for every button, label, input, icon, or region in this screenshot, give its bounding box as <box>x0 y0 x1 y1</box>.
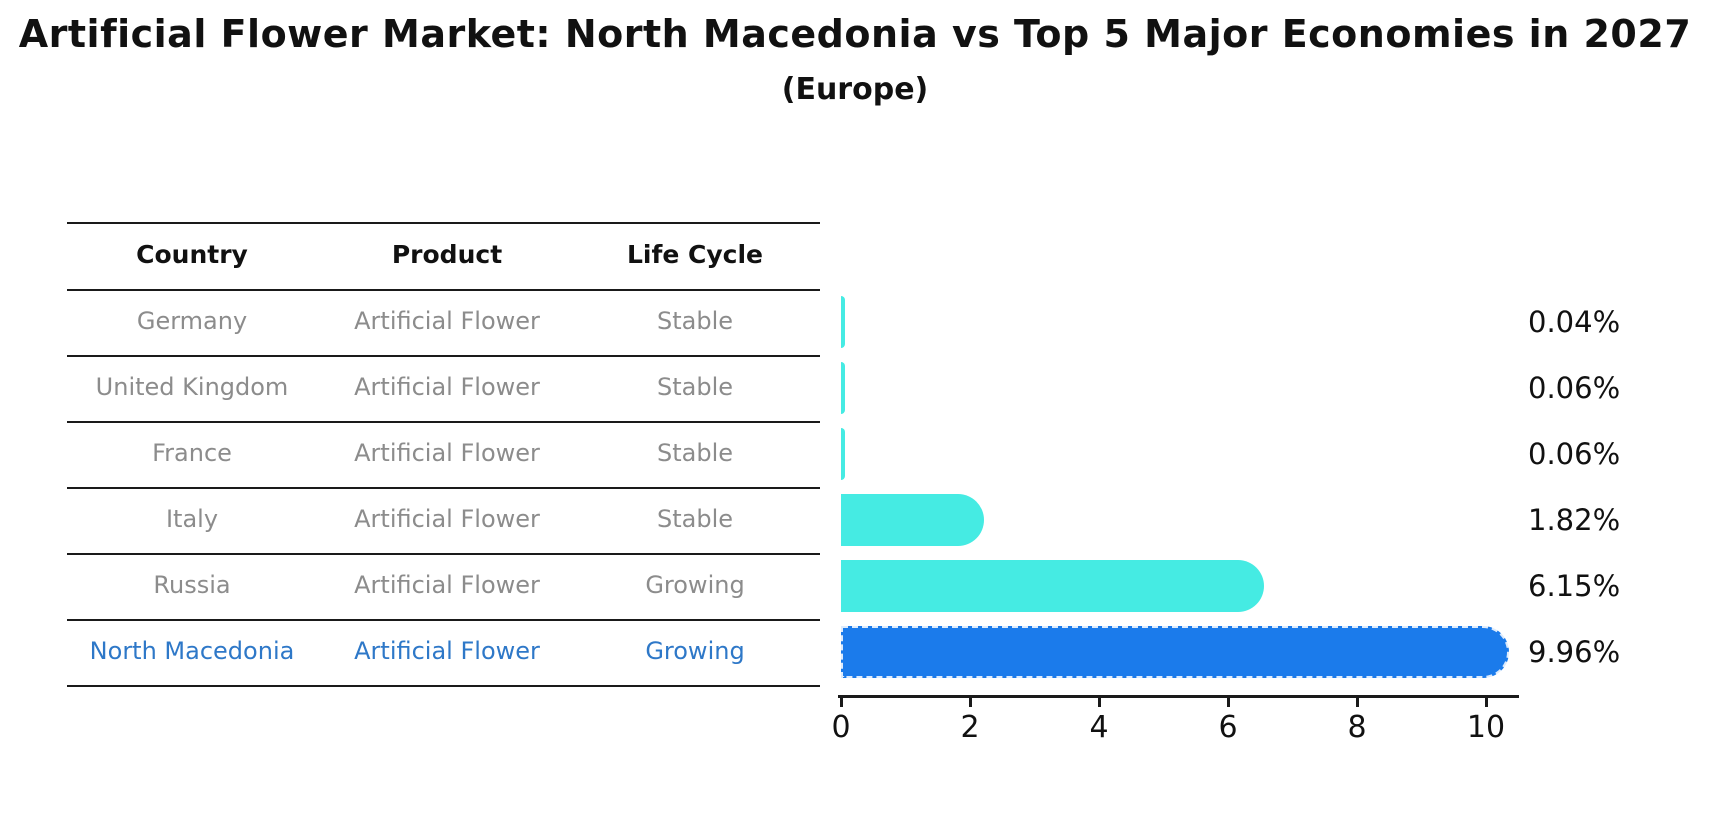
chart-subtitle: (Europe) <box>781 72 929 107</box>
life-cycle-cell: Stable <box>656 307 734 335</box>
bar-value-label: 1.82% <box>1528 503 1621 537</box>
x-axis-tick-label: 0 <box>831 710 851 745</box>
table-row-rule <box>67 685 820 687</box>
table-header-rule <box>67 289 820 291</box>
table-row-rule <box>67 619 820 621</box>
life-cycle-cell: Stable <box>656 505 734 533</box>
column-header-life-cycle: Life Cycle <box>626 240 764 269</box>
bar-russia <box>841 560 1264 612</box>
x-axis-tick-label: 6 <box>1218 710 1238 745</box>
country-cell: France <box>152 439 232 467</box>
life-cycle-cell: Stable <box>656 373 734 401</box>
table-top-rule <box>67 222 820 224</box>
product-cell: Artificial Flower <box>354 307 540 335</box>
country-cell: Russia <box>153 571 231 599</box>
table-row-rule <box>67 421 820 423</box>
x-axis-line <box>838 695 1519 698</box>
product-cell: Artificial Flower <box>354 505 540 533</box>
x-axis-tick-label: 4 <box>1089 710 1109 745</box>
table-row-rule <box>67 553 820 555</box>
bar-value-label: 0.04% <box>1528 305 1621 339</box>
country-cell: Italy <box>165 505 219 533</box>
x-axis-tick <box>1097 696 1101 707</box>
bar-value-label: 0.06% <box>1528 437 1621 471</box>
country-cell: North Macedonia <box>89 637 295 665</box>
bar-north-macedonia <box>841 626 1510 678</box>
table-row-rule <box>67 487 820 489</box>
x-axis-tick <box>1226 696 1230 707</box>
x-axis-tick <box>839 696 843 707</box>
bar-united-kingdom <box>841 362 845 414</box>
product-cell: Artificial Flower <box>354 439 540 467</box>
chart-title: Artificial Flower Market: North Macedoni… <box>18 12 1692 56</box>
country-cell: United Kingdom <box>95 373 289 401</box>
life-cycle-cell: Stable <box>656 439 734 467</box>
x-axis-tick <box>1484 696 1488 707</box>
product-cell: Artificial Flower <box>354 373 540 401</box>
column-header-country: Country <box>136 240 248 269</box>
x-axis-tick <box>1355 696 1359 707</box>
bar-germany <box>841 296 845 348</box>
bar-value-label: 9.96% <box>1528 635 1621 669</box>
x-axis-tick-label: 10 <box>1466 710 1506 745</box>
product-cell: Artificial Flower <box>354 571 540 599</box>
country-cell: Germany <box>136 307 248 335</box>
bar-france <box>841 428 845 480</box>
bar-value-label: 0.06% <box>1528 371 1621 405</box>
x-axis-tick-label: 2 <box>960 710 980 745</box>
life-cycle-cell: Growing <box>645 637 745 665</box>
column-header-product: Product <box>391 240 503 269</box>
life-cycle-cell: Growing <box>645 571 745 599</box>
product-cell: Artificial Flower <box>354 637 540 665</box>
x-axis-tick-label: 8 <box>1347 710 1367 745</box>
bar-value-label: 6.15% <box>1528 569 1621 603</box>
table-row-rule <box>67 355 820 357</box>
bar-italy <box>841 494 985 546</box>
x-axis-tick <box>968 696 972 707</box>
